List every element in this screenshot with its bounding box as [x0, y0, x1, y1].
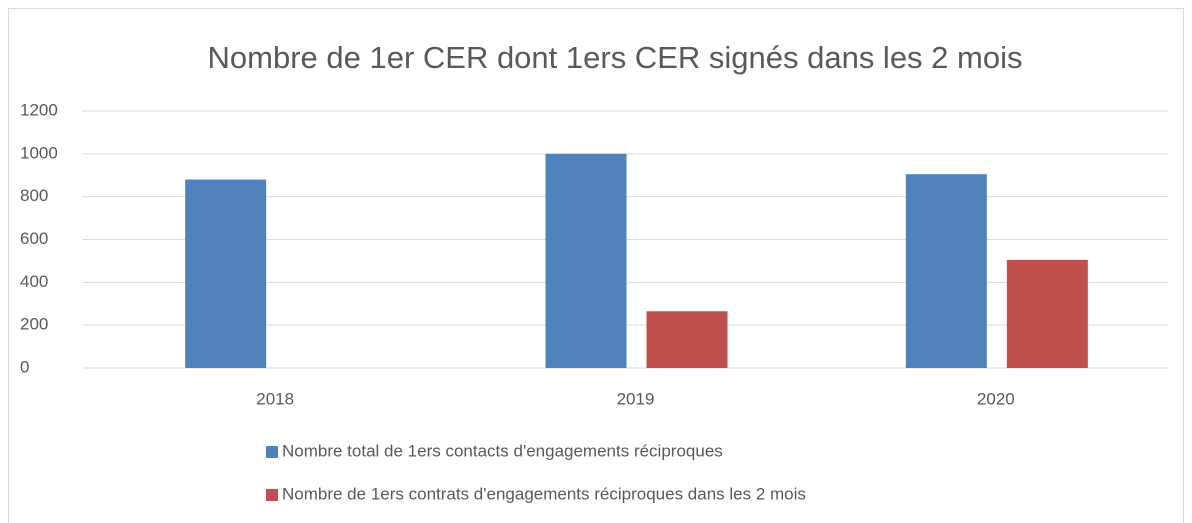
y-tick-label: 800 — [20, 186, 48, 205]
chart-title: Nombre de 1er CER dont 1ers CER signés d… — [208, 40, 1023, 75]
y-tick-label: 200 — [20, 315, 48, 334]
bar — [1006, 259, 1088, 368]
bar — [646, 311, 728, 368]
bar — [905, 174, 987, 368]
x-tick-label: 2018 — [256, 389, 294, 408]
legend-label: Nombre de 1ers contrats d'engagements ré… — [282, 484, 806, 503]
legend-swatch — [266, 446, 278, 458]
y-tick-label: 1200 — [20, 100, 58, 119]
legend-swatch — [266, 489, 278, 501]
bar — [185, 179, 267, 368]
y-tick-label: 600 — [20, 229, 48, 248]
x-tick-label: 2020 — [977, 389, 1015, 408]
bar — [545, 153, 627, 368]
x-tick-label: 2019 — [617, 389, 655, 408]
y-tick-label: 400 — [20, 272, 48, 291]
legend-label: Nombre total de 1ers contacts d'engageme… — [282, 441, 723, 460]
y-tick-label: 1000 — [20, 143, 58, 162]
y-tick-label: 0 — [20, 357, 29, 376]
